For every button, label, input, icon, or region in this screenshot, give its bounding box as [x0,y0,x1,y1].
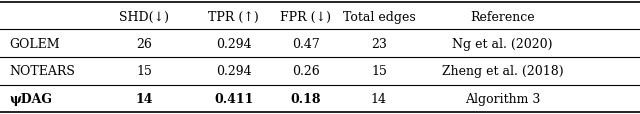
Text: 23: 23 [371,37,387,50]
Text: Total edges: Total edges [342,11,415,24]
Text: FPR (↓): FPR (↓) [280,11,332,24]
Text: 0.294: 0.294 [216,37,252,50]
Text: SHD(↓): SHD(↓) [119,11,169,24]
Text: 0.294: 0.294 [216,65,252,78]
Text: 0.47: 0.47 [292,37,320,50]
Text: Reference: Reference [470,11,534,24]
Text: Zheng et al. (2018): Zheng et al. (2018) [442,65,563,78]
Text: 14: 14 [135,92,153,105]
Text: 14: 14 [371,92,387,105]
Text: NOTEARS: NOTEARS [10,65,76,78]
Text: 15: 15 [371,65,387,78]
Text: ψDAG: ψDAG [10,92,52,105]
Text: 15: 15 [136,65,152,78]
Text: 0.411: 0.411 [214,92,253,105]
Text: 0.26: 0.26 [292,65,320,78]
Text: GOLEM: GOLEM [10,37,60,50]
Text: 0.18: 0.18 [291,92,321,105]
Text: TPR (↑): TPR (↑) [208,11,259,24]
Text: 26: 26 [136,37,152,50]
Text: Ng et al. (2020): Ng et al. (2020) [452,37,553,50]
Text: Algorithm 3: Algorithm 3 [465,92,540,105]
